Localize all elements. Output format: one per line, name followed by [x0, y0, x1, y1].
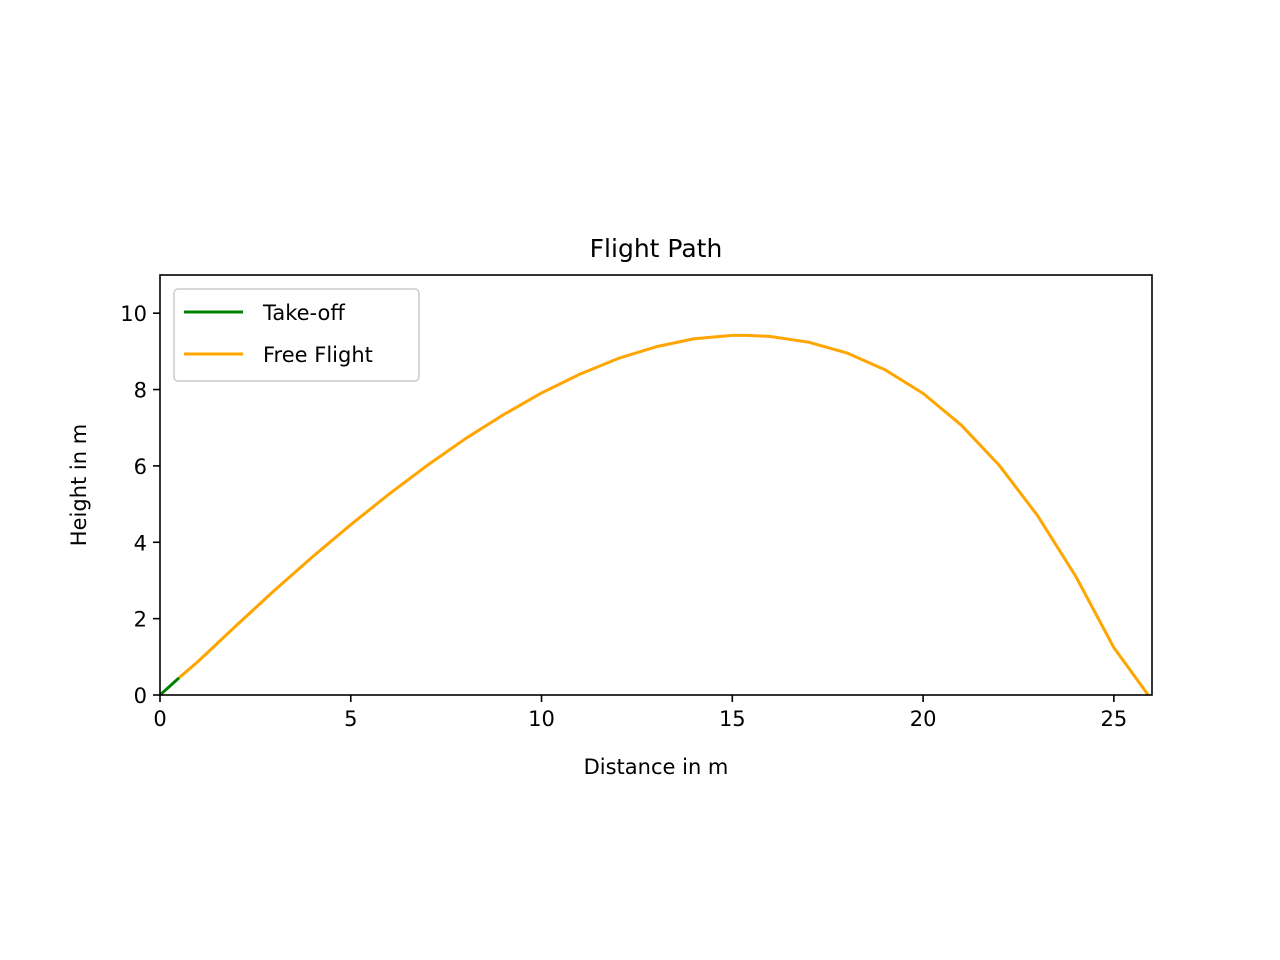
axis-ticks: 0 5 10 15 20 25 0 2 4 6 8 10: [120, 302, 1127, 731]
plot-area: [158, 333, 1150, 697]
y-axis-label: Height in m: [67, 424, 91, 546]
y-tick-label: 0: [134, 684, 147, 708]
legend-label-take-off: Take-off: [262, 301, 345, 325]
x-axis-label: Distance in m: [584, 755, 729, 779]
y-tick-label: 6: [134, 455, 147, 479]
legend-label-free-flight: Free Flight: [263, 343, 373, 367]
y-tick-label: 8: [134, 379, 147, 403]
y-tick-label: 2: [134, 608, 147, 632]
axes-frame: [159, 274, 1153, 696]
x-tick-label: 10: [528, 707, 555, 731]
chart-title: Flight Path: [590, 234, 723, 263]
x-tick-label: 0: [153, 707, 166, 731]
y-tick-label: 10: [120, 302, 147, 326]
x-tick-label: 5: [344, 707, 357, 731]
x-tick-label: 15: [719, 707, 746, 731]
series-line-take-off: [158, 676, 181, 697]
x-tick-label: 20: [910, 707, 937, 731]
legend: Take-off Free Flight: [173, 288, 420, 382]
x-tick-label: 25: [1100, 707, 1127, 731]
series-line-free-flight: [178, 333, 1150, 696]
y-tick-label: 4: [134, 531, 147, 555]
